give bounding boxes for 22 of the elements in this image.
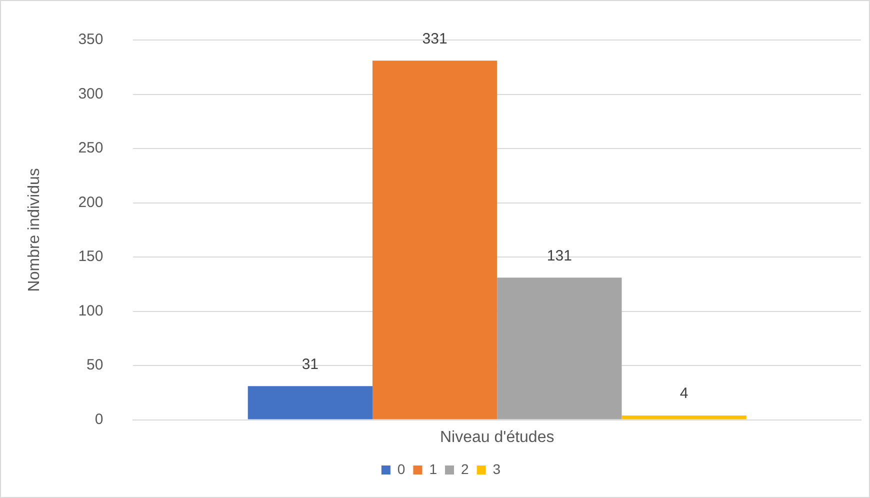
bar [622,415,746,420]
y-tick-label: 100 [78,302,104,320]
y-axis-title: Nombre individus [26,168,44,292]
legend-label: 0 [397,460,406,477]
y-tick-label: 300 [78,85,104,102]
bar [497,278,622,420]
y-tick-label: 0 [94,410,104,428]
legend-label: 1 [429,460,438,477]
y-tick-label: 350 [78,31,104,48]
x-tick-label: Niveau d'études [440,428,554,446]
y-tick-label: 50 [86,356,104,374]
data-label: 331 [422,30,448,48]
data-label: 131 [546,247,572,264]
y-tick-label: 150 [78,248,104,266]
bar [248,386,372,420]
legend-label: 3 [492,460,501,477]
bar [372,60,498,420]
y-tick-label: 200 [78,194,104,211]
data-label: 31 [302,356,319,373]
y-tick-label: 250 [78,140,104,157]
legend-label: 2 [461,460,469,477]
data-label: 4 [680,385,688,402]
